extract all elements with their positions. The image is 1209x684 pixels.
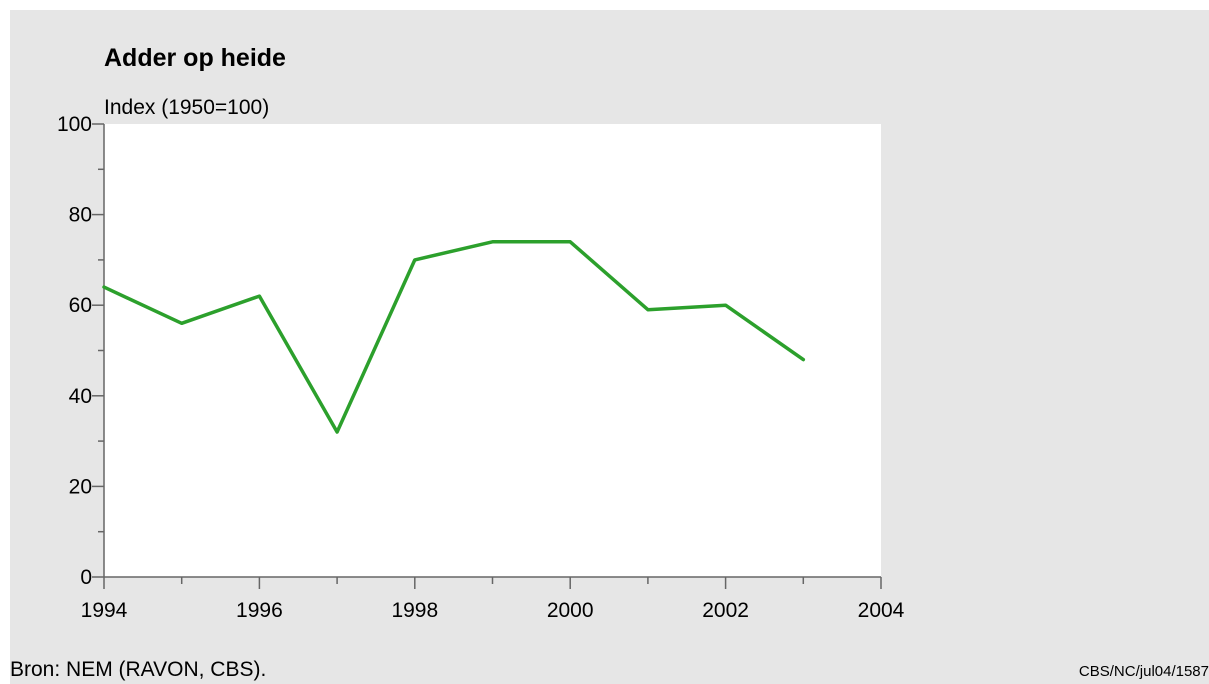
x-tick-label: 1998 [391,599,438,622]
source-note: Bron: NEM (RAVON, CBS). [10,658,266,681]
x-tick-label: 2004 [858,599,905,622]
series-layer [102,240,806,434]
x-tick-label: 1994 [81,599,128,622]
series-line [102,240,806,434]
chart-code: CBS/NC/jul04/1587 [1079,663,1209,680]
x-tick-label: 2000 [547,599,594,622]
y-tick-label: 60 [69,294,92,317]
chart-title: Adder op heide [104,44,286,72]
axes: 0 20 40 60 80 100 1994 1996 1998 2000 2002 2004 [57,113,905,622]
y-axis-label: Index (1950=100) [104,96,269,119]
y-tick-label: 40 [69,385,92,408]
y-tick-label: 0 [80,566,92,589]
plot-area [104,124,881,577]
x-tick-label: 2002 [702,599,749,622]
y-tick-label: 20 [69,475,92,498]
x-tick-label: 1996 [236,599,283,622]
y-tick-label: 80 [69,204,92,227]
y-tick-label: 100 [57,113,92,136]
